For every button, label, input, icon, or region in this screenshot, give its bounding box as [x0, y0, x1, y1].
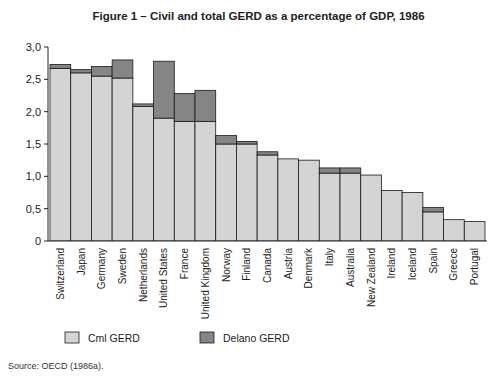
x-tick-label: New Zealand: [366, 248, 377, 307]
y-tick: [44, 79, 48, 80]
x-axis: [48, 241, 487, 242]
bar-segment: [174, 121, 195, 241]
bar-segment: [444, 219, 465, 220]
bar-segment: [154, 61, 175, 118]
bar-segment: [133, 104, 154, 107]
bar-segment: [299, 160, 320, 161]
bar-segment: [464, 222, 485, 241]
x-tick-label: Norway: [221, 248, 232, 282]
y-tick: [44, 208, 48, 209]
bar-segment: [402, 193, 423, 242]
legend-label: Delano GERD: [223, 332, 290, 344]
bar-segment: [71, 73, 92, 241]
y-tick-label: 2,0: [26, 106, 41, 118]
bar-segment: [91, 66, 112, 76]
y-tick: [44, 47, 48, 48]
bar-segment: [216, 136, 237, 144]
legend-swatch: [200, 332, 214, 343]
bar-segment: [257, 152, 278, 155]
bar-segment: [174, 94, 195, 122]
x-tick-label: Netherlands: [138, 248, 149, 302]
bar-segment: [464, 221, 485, 222]
x-tick-label: Germany: [96, 248, 107, 289]
y-tick-label: 0,5: [26, 203, 41, 215]
x-tick-label: Canada: [262, 248, 273, 283]
x-tick-label: Japan: [76, 248, 87, 275]
x-tick-label: Sweden: [117, 248, 128, 284]
bar-segment: [195, 121, 216, 241]
bar-segment: [423, 212, 444, 241]
bar-segment: [423, 207, 444, 212]
bar-segment: [340, 173, 361, 241]
x-tick-label: Italy: [324, 248, 335, 266]
x-tick-label: Austria: [283, 248, 294, 280]
bar-segment: [319, 173, 340, 241]
y-tick: [44, 111, 48, 112]
x-tick-label: Greece: [448, 248, 459, 281]
bar-segment: [402, 192, 423, 193]
chart: Figure 1 – Civil and total GERD as a per…: [0, 0, 497, 379]
bar-segment: [236, 141, 257, 144]
y-tick: [44, 144, 48, 145]
bar-segment: [444, 220, 465, 241]
bar-segment: [133, 106, 154, 241]
bar-segment: [50, 64, 71, 68]
bar-segment: [257, 155, 278, 241]
bar-segment: [361, 175, 382, 176]
y-tick-label: 2,5: [26, 73, 41, 85]
x-tick-label: United Kingdom: [200, 248, 211, 319]
source: Source: OECD (1986a).: [8, 361, 104, 371]
legend-swatch: [65, 332, 79, 343]
bar-segment: [299, 160, 320, 241]
y-tick: [44, 241, 48, 242]
bar-segment: [50, 68, 71, 241]
x-tick-label: Switzerland: [55, 248, 66, 300]
legend-label: Cml GERD: [88, 332, 140, 344]
bar-segment: [340, 168, 361, 173]
bar-segment: [195, 90, 216, 121]
x-tick-label: Iceland: [407, 248, 418, 280]
bar-segment: [91, 76, 112, 241]
bar-segment: [112, 60, 133, 78]
bar-segment: [381, 190, 402, 191]
x-tick-label: France: [179, 248, 190, 280]
bar-segment: [278, 158, 299, 159]
bar-segment: [236, 144, 257, 241]
x-tick-label: Portugal: [469, 248, 480, 285]
x-tick-label: Denmark: [303, 247, 314, 289]
bar-segment: [154, 118, 175, 241]
bar-segment: [216, 144, 237, 241]
bar-segment: [381, 191, 402, 241]
bar-segment: [319, 168, 340, 173]
bar-segment: [361, 175, 382, 241]
x-tick-label: Ireland: [386, 248, 397, 279]
y-tick-label: 0: [35, 235, 41, 247]
y-tick-label: 1,0: [26, 170, 41, 182]
y-tick-label: 3,0: [26, 41, 41, 53]
x-tick-label: United States: [158, 248, 169, 308]
y-tick-label: 1,5: [26, 138, 41, 150]
title: Figure 1 – Civil and total GERD as a per…: [92, 10, 424, 22]
bars: [50, 60, 485, 241]
x-tick-label: Australia: [345, 248, 356, 287]
y-tick: [44, 176, 48, 177]
bar-segment: [278, 159, 299, 241]
bar-segment: [112, 78, 133, 241]
x-tick-label: Spain: [428, 248, 439, 274]
bar-segment: [71, 70, 92, 73]
x-tick-label: Finland: [241, 248, 252, 281]
